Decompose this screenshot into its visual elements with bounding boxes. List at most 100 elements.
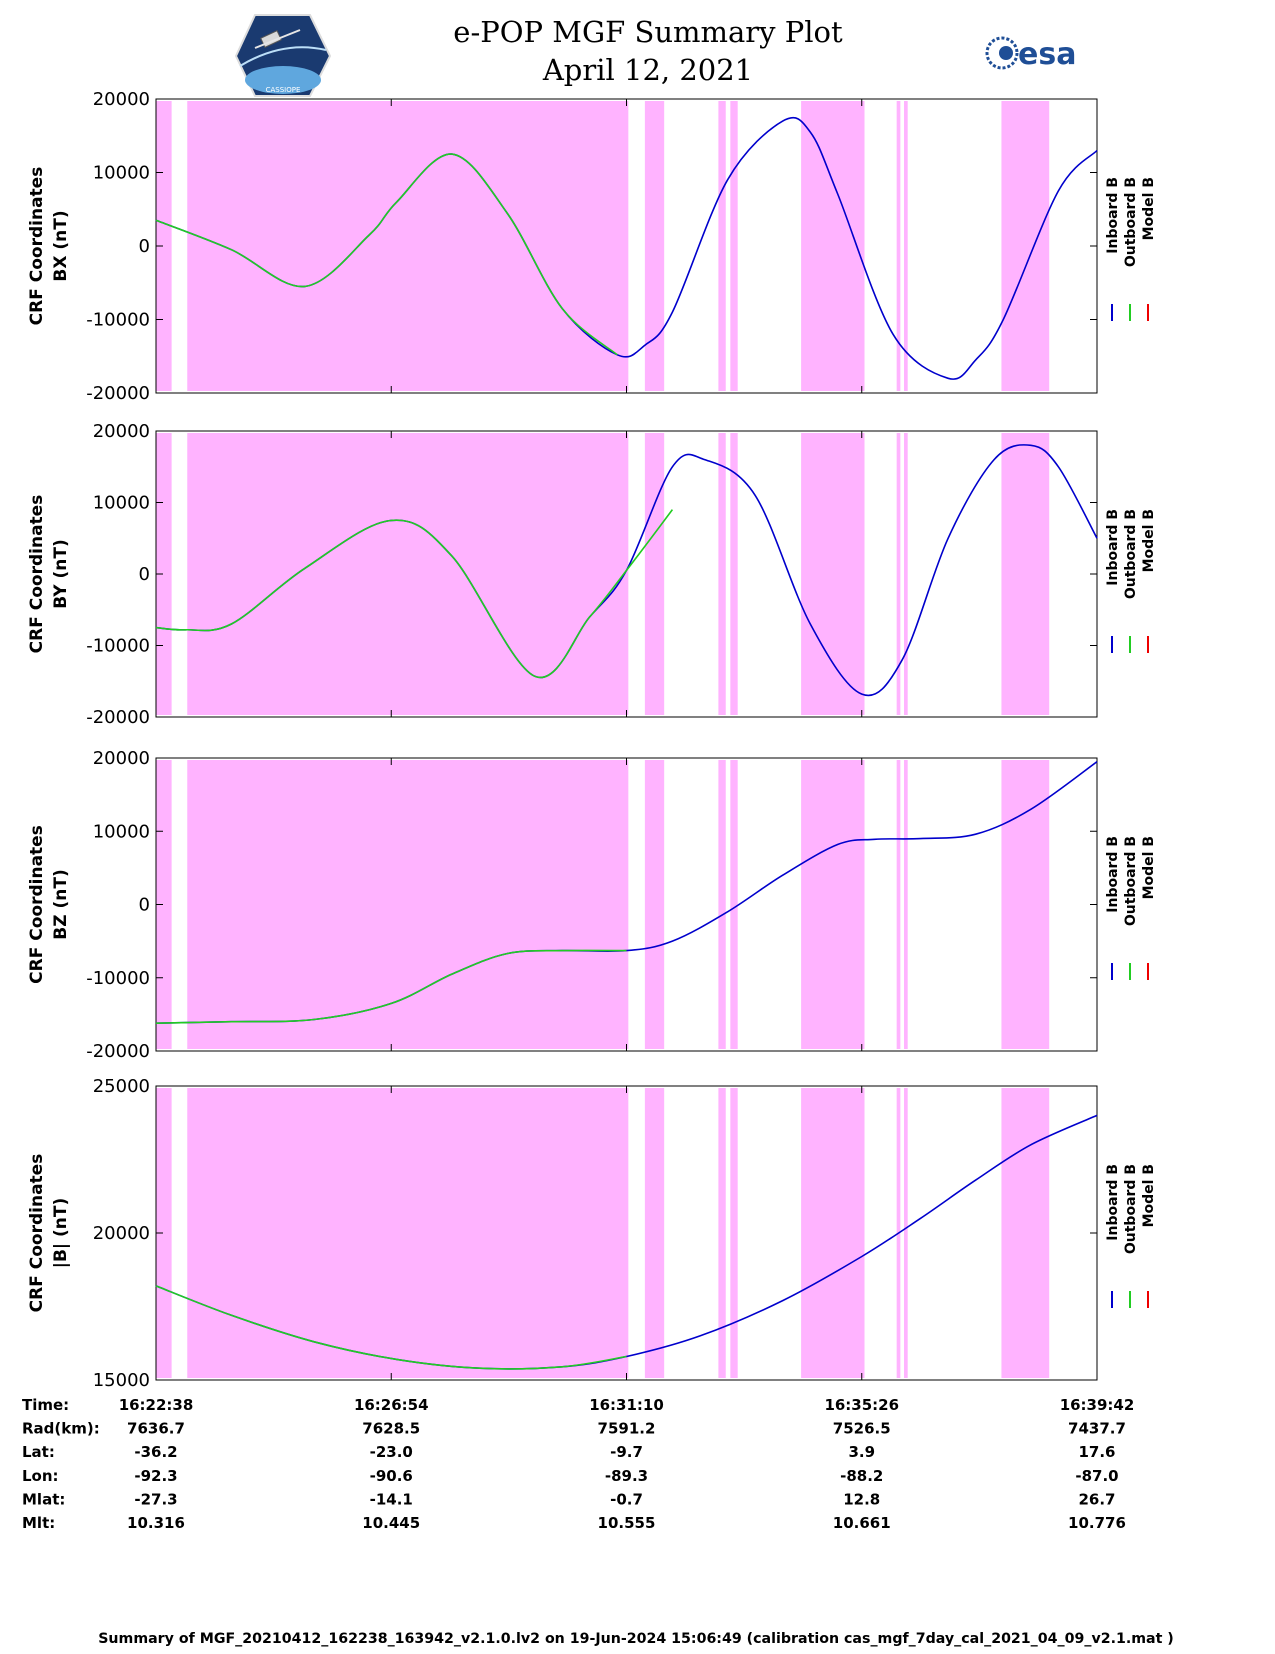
series-line-outboard (155, 153, 618, 356)
legend: Inboard B Outboard B Model B (1105, 509, 1157, 653)
series-line-outboard (155, 1285, 627, 1370)
legend-label-inboard: Inboard B (1105, 177, 1121, 254)
legend-label-model: Model B (1141, 836, 1157, 899)
yaxis-label-line2: BY (nT) (51, 539, 71, 609)
info-cell: 16:26:54 (354, 1396, 429, 1414)
shaded-interval-7 (904, 433, 908, 715)
ytick-label: 20000 (93, 421, 150, 442)
legend-label-inboard: Inboard B (1105, 509, 1121, 586)
info-row-label: Rad(km): (22, 1420, 100, 1438)
ytick-label: 15000 (93, 1370, 150, 1391)
shaded-interval-6 (896, 101, 901, 391)
legend-label-outboard: Outboard B (1123, 836, 1139, 926)
panel-btot: 25000 20000 15000 CRF Coordinates |B| (nT) In… (27, 1076, 1157, 1391)
shaded-interval-2 (644, 101, 665, 391)
shaded-interval-4 (730, 101, 738, 391)
shaded-interval-1 (187, 433, 629, 715)
esa-logo-inner (999, 46, 1013, 60)
shaded-interval-5 (801, 1088, 865, 1378)
ytick-label: -10000 (86, 968, 150, 989)
shaded-interval-4 (730, 760, 738, 1049)
shaded-interval-4 (730, 433, 738, 715)
footer-caption: Summary of MGF_20210412_162238_163942_v2… (98, 1631, 1174, 1647)
esa-logo-ring (985, 36, 1019, 70)
esa-logo: esa (985, 36, 1076, 72)
ytick-label: -20000 (86, 1041, 150, 1062)
shaded-interval-6 (896, 760, 901, 1049)
page-title: e-POP MGF Summary Plot (453, 15, 843, 49)
shaded-interval-8 (1001, 433, 1050, 715)
panel-by: 20000 10000 0 -10000 -20000 CRF Coordinates BY… (27, 421, 1157, 728)
series-line-outboard (155, 509, 674, 679)
info-cell: -88.2 (840, 1467, 883, 1485)
ytick-label: 10000 (93, 493, 150, 514)
info-table: Time: 16:22:38 16:26:54 16:31:10 16:35:26 16:… (22, 1396, 1134, 1532)
shaded-interval-8 (1001, 101, 1050, 391)
info-row-label: Mlat: (22, 1490, 65, 1508)
ytick-label: 20000 (93, 1223, 150, 1244)
info-cell: 17.6 (1078, 1443, 1115, 1461)
yaxis-label-line2: BX (nT) (51, 210, 71, 281)
yaxis-label-line2: |B| (nT) (51, 1198, 71, 1269)
shaded-interval-8 (1001, 1088, 1050, 1378)
info-cell: 16:31:10 (589, 1396, 664, 1414)
shaded-interval-1 (187, 760, 629, 1049)
ytick-label: 20000 (93, 748, 150, 769)
info-cell: 16:35:26 (824, 1396, 899, 1414)
info-cell: -27.3 (134, 1490, 177, 1508)
info-cell: -23.0 (370, 1443, 413, 1461)
info-cell: 7437.7 (1068, 1420, 1126, 1438)
shaded-interval-0 (156, 433, 172, 715)
page-subtitle-date: April 12, 2021 (542, 53, 753, 87)
cassiope-logo-boom (254, 29, 301, 49)
cassiope-logo-orbit (239, 46, 327, 67)
yaxis-label-line1: CRF Coordinates (27, 167, 47, 326)
info-cell: 10.776 (1068, 1514, 1126, 1532)
info-cell: 10.661 (833, 1514, 891, 1532)
info-cell: -36.2 (134, 1443, 177, 1461)
shaded-interval-5 (801, 433, 865, 715)
info-cell: 7628.5 (362, 1420, 420, 1438)
shaded-interval-3 (718, 1088, 726, 1378)
legend: Inboard B Outboard B Model B (1105, 177, 1157, 321)
ytick-label: 0 (139, 236, 150, 257)
info-cell: -87.0 (1075, 1467, 1118, 1485)
panel-bx: 20000 10000 0 -10000 -20000 CRF Coordinates BX… (27, 89, 1157, 404)
info-cell: 16:22:38 (119, 1396, 194, 1414)
yaxis-label-line1: CRF Coordinates (27, 1154, 47, 1313)
cassiope-logo-earth (245, 66, 321, 94)
info-cell: 7526.5 (833, 1420, 891, 1438)
legend-label-inboard: Inboard B (1105, 836, 1121, 913)
shaded-interval-5 (801, 760, 865, 1049)
legend-label-outboard: Outboard B (1123, 509, 1139, 599)
shaded-interval-3 (718, 433, 726, 715)
ytick-label: -10000 (86, 636, 150, 657)
ytick-label: 0 (139, 895, 150, 916)
shaded-interval-1 (187, 1088, 629, 1378)
ytick-label: 10000 (93, 163, 150, 184)
yaxis-label-line1: CRF Coordinates (27, 495, 47, 654)
info-cell: -0.7 (610, 1490, 643, 1508)
info-cell: 12.8 (843, 1490, 880, 1508)
ytick-label: -10000 (86, 310, 150, 331)
info-cell: 26.7 (1078, 1490, 1115, 1508)
legend-label-outboard: Outboard B (1123, 1164, 1139, 1254)
shaded-interval-0 (156, 101, 172, 391)
info-cell: 10.445 (362, 1514, 420, 1532)
info-row-label: Mlt: (22, 1514, 55, 1532)
ytick-label: -20000 (86, 707, 150, 728)
series-line-outboard (155, 949, 627, 1024)
legend-label-model: Model B (1141, 177, 1157, 240)
info-cell: 3.9 (848, 1443, 875, 1461)
shaded-interval-1 (187, 101, 629, 391)
esa-logo-text: esa (1018, 37, 1076, 72)
legend-label-model: Model B (1141, 509, 1157, 572)
info-cell: -90.6 (370, 1467, 413, 1485)
legend: Inboard B Outboard B Model B (1105, 1164, 1157, 1308)
legend: Inboard B Outboard B Model B (1105, 836, 1157, 980)
info-cell: -92.3 (134, 1467, 177, 1485)
ytick-label: 20000 (93, 89, 150, 110)
info-row-label: Lon: (22, 1467, 59, 1485)
